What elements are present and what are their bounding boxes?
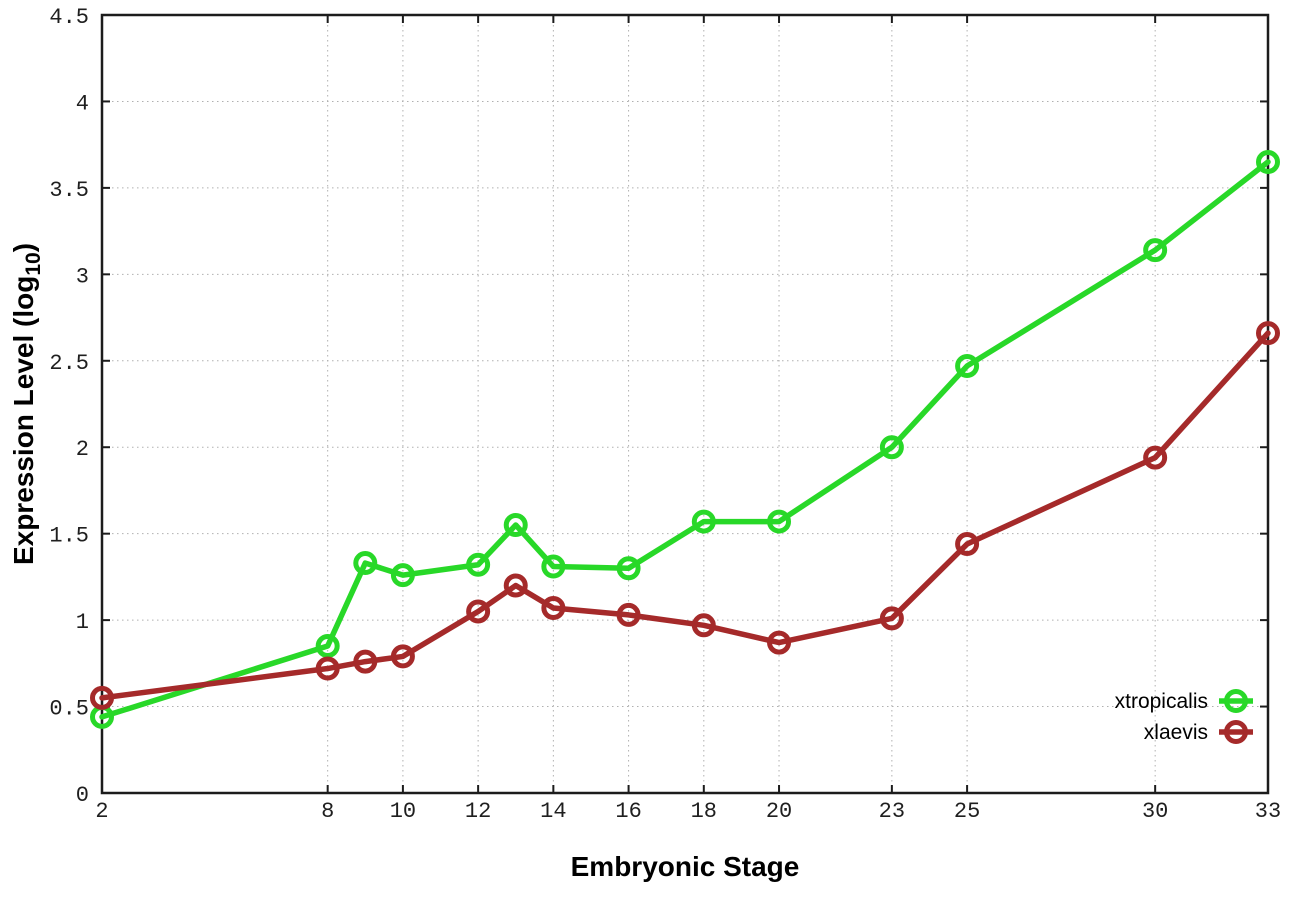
data-point-xtropicalis-12 bbox=[466, 552, 491, 577]
y-tick-label: 0.5 bbox=[49, 697, 89, 722]
data-point-xlaevis-30 bbox=[1143, 445, 1168, 470]
data-point-xlaevis-20 bbox=[767, 630, 792, 655]
y-tick-label: 3.5 bbox=[49, 178, 89, 203]
x-tick-label: 8 bbox=[321, 799, 334, 824]
x-tick-label: 25 bbox=[954, 799, 980, 824]
data-point-xlaevis-23 bbox=[879, 606, 904, 631]
data-point-xlaevis-13 bbox=[503, 573, 528, 598]
data-point-xlaevis-9 bbox=[353, 649, 378, 674]
data-point-xtropicalis-33 bbox=[1256, 149, 1280, 174]
x-tick-label: 2 bbox=[95, 799, 108, 824]
plot-border bbox=[100, 13, 1270, 795]
legend-marker-xtropicalis bbox=[1224, 689, 1248, 713]
plot-border-and-ticks bbox=[100, 13, 1270, 795]
series-line-xtropicalis bbox=[99, 159, 1271, 720]
x-tick-label: 23 bbox=[879, 799, 905, 824]
y-tick-label: 1.5 bbox=[49, 524, 89, 549]
y-tick-label: 2 bbox=[76, 437, 89, 462]
data-point-xlaevis-18 bbox=[691, 613, 716, 638]
x-tick-label: 12 bbox=[465, 799, 491, 824]
data-point-xlaevis-8 bbox=[315, 656, 340, 681]
data-point-xlaevis-10 bbox=[390, 644, 415, 669]
legend-marker-xlaevis bbox=[1224, 720, 1248, 744]
data-point-xlaevis-14 bbox=[541, 596, 566, 621]
data-point-xtropicalis-18 bbox=[691, 509, 716, 534]
tick-labels: 2 8 10 12 14 16 18 20 23 25 30 33 0 0.5 1 1.5 2 2.5 3 3.5 4 4… bbox=[49, 5, 1281, 824]
data-series bbox=[90, 149, 1280, 729]
x-tick-label: 20 bbox=[766, 799, 792, 824]
data-point-xtropicalis-20 bbox=[767, 509, 792, 534]
x-tick-label: 10 bbox=[390, 799, 416, 824]
data-point-xtropicalis-30 bbox=[1143, 238, 1168, 263]
y-tick-label: 4.5 bbox=[49, 5, 89, 30]
series-line-xlaevis bbox=[99, 330, 1271, 701]
data-point-xlaevis-12 bbox=[466, 599, 491, 624]
data-point-xlaevis-33 bbox=[1256, 321, 1280, 346]
data-point-xlaevis-2 bbox=[90, 685, 114, 710]
x-tick-label: 16 bbox=[615, 799, 641, 824]
x-tick-label: 30 bbox=[1142, 799, 1168, 824]
y-tick-label: 4 bbox=[76, 91, 89, 116]
y-tick-label: 1 bbox=[76, 610, 89, 635]
data-point-xlaevis-16 bbox=[616, 602, 641, 627]
data-point-xtropicalis-8 bbox=[315, 634, 340, 659]
legend: xtropicalis xlaevis bbox=[1115, 689, 1253, 744]
data-point-xtropicalis-13 bbox=[503, 513, 528, 538]
data-point-xtropicalis-9 bbox=[353, 551, 378, 576]
y-tick-label: 0 bbox=[76, 783, 89, 808]
data-point-xtropicalis-10 bbox=[390, 563, 415, 588]
data-point-xtropicalis-16 bbox=[616, 556, 641, 581]
x-axis-title: Embryonic Stage bbox=[571, 851, 800, 882]
x-tick-label: 18 bbox=[691, 799, 717, 824]
x-tick-label: 14 bbox=[540, 799, 566, 824]
y-tick-label: 2.5 bbox=[49, 351, 89, 376]
legend-label-xtropicalis: xtropicalis bbox=[1115, 690, 1208, 713]
y-axis-title: Expression Level (log10) bbox=[8, 243, 45, 565]
y-tick-label: 3 bbox=[76, 264, 89, 289]
data-point-xtropicalis-23 bbox=[879, 435, 904, 460]
data-point-xtropicalis-25 bbox=[955, 353, 980, 378]
legend-label-xlaevis: xlaevis bbox=[1144, 721, 1208, 744]
data-point-xlaevis-25 bbox=[955, 532, 980, 557]
x-tick-label: 33 bbox=[1255, 799, 1281, 824]
data-point-xtropicalis-14 bbox=[541, 554, 566, 579]
